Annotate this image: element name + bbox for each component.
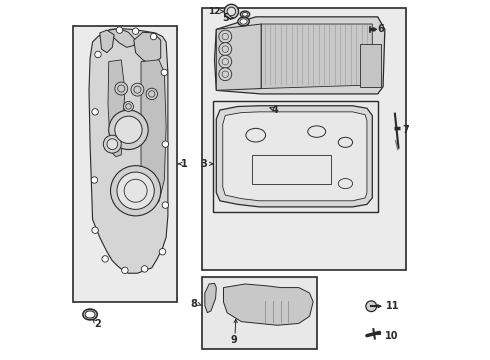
Bar [252,155,331,184]
Circle shape [161,69,168,76]
Polygon shape [205,283,216,313]
Circle shape [159,248,166,255]
Text: 7: 7 [403,125,410,135]
Polygon shape [100,30,114,53]
Ellipse shape [242,13,248,16]
Ellipse shape [240,11,250,18]
Circle shape [150,33,157,40]
Circle shape [91,177,98,183]
Circle shape [219,30,232,43]
Circle shape [92,109,98,115]
Circle shape [107,139,118,149]
Circle shape [92,227,98,233]
Circle shape [146,88,157,100]
Polygon shape [223,112,367,201]
Text: 1: 1 [181,159,187,169]
Circle shape [102,256,108,262]
Circle shape [122,267,128,274]
Circle shape [123,102,133,112]
Text: 5: 5 [222,13,229,23]
Circle shape [162,141,169,147]
Text: 6: 6 [378,24,385,35]
Polygon shape [261,24,372,89]
Polygon shape [100,29,136,47]
Polygon shape [360,44,381,87]
Circle shape [131,83,144,96]
Bar [202,277,317,348]
Polygon shape [215,17,385,94]
Circle shape [219,55,232,68]
Circle shape [111,166,161,216]
Polygon shape [134,32,161,63]
Polygon shape [108,60,125,157]
Polygon shape [141,60,166,207]
Circle shape [109,110,148,149]
Polygon shape [216,106,372,207]
Circle shape [103,135,122,153]
Circle shape [95,51,101,58]
Circle shape [366,301,377,312]
Circle shape [132,28,139,35]
Polygon shape [89,29,168,273]
Bar [73,26,177,302]
Circle shape [115,82,128,95]
Circle shape [224,4,239,19]
Text: 9: 9 [231,334,238,345]
Circle shape [115,116,142,143]
Text: 10: 10 [385,330,398,341]
Circle shape [117,172,154,210]
Circle shape [116,27,122,33]
Circle shape [219,42,232,55]
Text: 8: 8 [191,299,197,309]
Circle shape [219,68,232,81]
Bar [202,8,406,270]
Ellipse shape [240,19,247,24]
Text: 11: 11 [386,301,399,311]
Circle shape [227,7,236,16]
Circle shape [162,202,169,208]
Polygon shape [223,284,313,325]
Text: 3: 3 [200,159,207,169]
Text: 2: 2 [95,319,101,329]
Ellipse shape [238,17,249,26]
Text: 4: 4 [272,105,279,115]
Text: 12: 12 [208,7,220,16]
Circle shape [141,266,148,272]
Polygon shape [216,24,261,90]
Bar [213,101,378,212]
